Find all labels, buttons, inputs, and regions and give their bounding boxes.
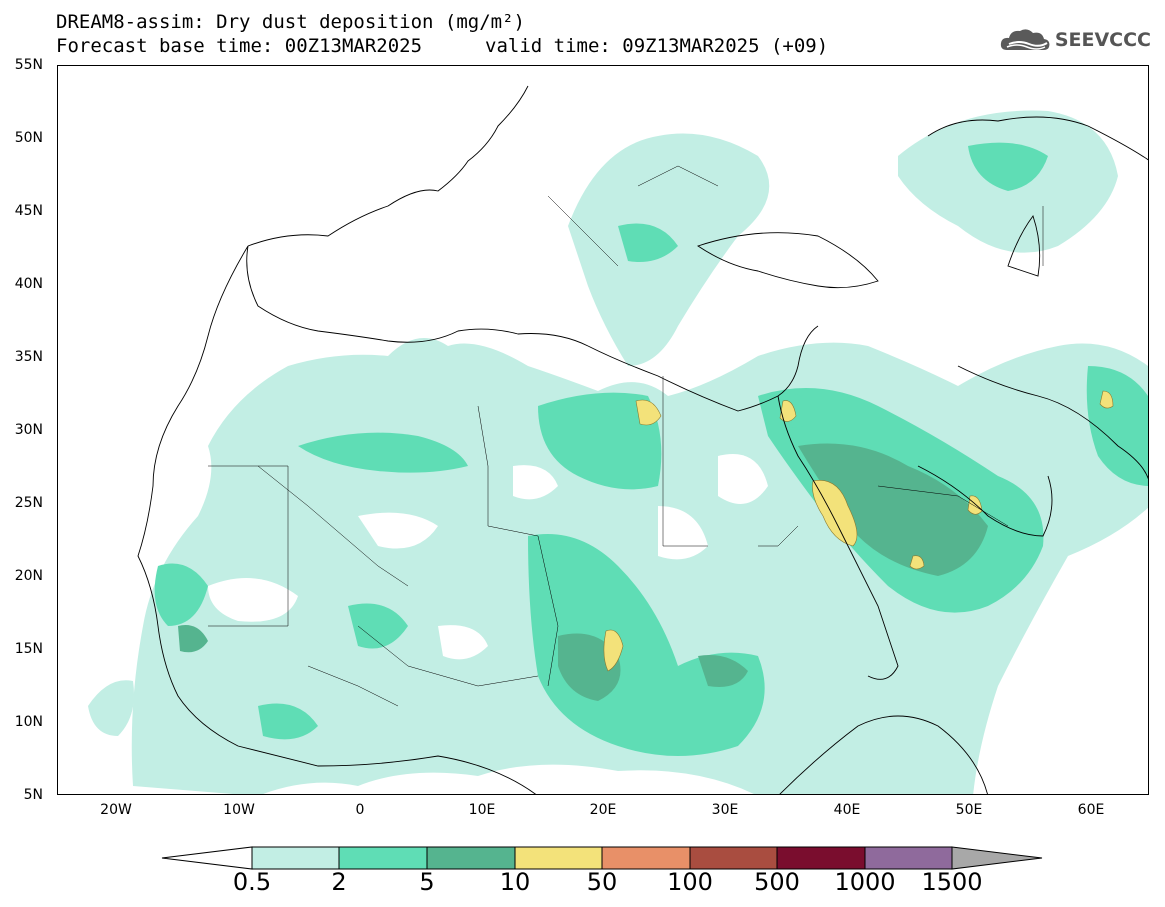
lat-label: 50N	[14, 130, 43, 146]
lat-label: 5N	[23, 787, 43, 803]
colorbar-label: 500	[754, 868, 800, 896]
colorbar	[160, 845, 1045, 871]
seevccc-logo: SEEVCCC	[999, 26, 1151, 54]
lat-label: 10N	[14, 714, 43, 730]
colorbar-swatch	[426, 846, 516, 870]
map-panel	[57, 65, 1149, 795]
colorbar-swatch	[689, 846, 778, 870]
colorbar-label: 2	[331, 868, 347, 896]
map-title: DREAM8-assim: Dry dust deposition (mg/m²…	[56, 11, 525, 33]
colorbar-label: 100	[667, 868, 713, 896]
colorbar-label: 1500	[921, 868, 983, 896]
lon-label: 30E	[711, 802, 739, 818]
colorbar-swatch	[338, 846, 428, 870]
deposition-level-10-50	[603, 390, 1114, 672]
colorbar-label: 5	[419, 868, 435, 896]
colorbar-lower-arrow	[161, 846, 253, 870]
colorbar-swatch	[514, 846, 603, 870]
colorbar-swatch	[601, 846, 691, 870]
deposition-level-5-10	[178, 443, 988, 701]
lon-label: 0	[355, 802, 365, 818]
dust-deposition-map	[88, 85, 1148, 794]
lon-label: 10E	[468, 802, 496, 818]
colorbar-swatch	[864, 846, 953, 870]
colorbar-swatch	[251, 846, 340, 870]
cloud-icon	[999, 26, 1051, 54]
lon-label: 60E	[1077, 802, 1105, 818]
deposition-below-0.5	[208, 454, 768, 660]
lat-label: 40N	[14, 276, 43, 292]
colorbar-label: 50	[586, 868, 618, 896]
logo-text: SEEVCCC	[1054, 29, 1151, 51]
lat-label: 20N	[14, 568, 43, 584]
valid-time: valid time: 09Z13MAR2025 (+09)	[485, 35, 829, 57]
lon-label: 10W	[223, 802, 255, 818]
colorbar-swatch	[776, 846, 866, 870]
coastlines	[137, 85, 1148, 794]
colorbar-label: 0.5	[232, 868, 272, 896]
lon-label: 20E	[589, 802, 617, 818]
lat-label: 30N	[14, 422, 43, 438]
colorbar-label: 1000	[834, 868, 896, 896]
colorbar-label: 10	[499, 868, 531, 896]
lon-label: 50E	[955, 802, 983, 818]
lat-label: 25N	[14, 495, 43, 511]
forecast-base-time: Forecast base time: 00Z13MAR2025	[56, 35, 423, 57]
lat-label: 55N	[14, 57, 43, 73]
lon-label: 40E	[833, 802, 861, 818]
lat-label: 15N	[14, 641, 43, 657]
lon-label: 20W	[100, 802, 132, 818]
country-borders	[208, 165, 1044, 707]
lat-label: 45N	[14, 203, 43, 219]
lat-label: 35N	[14, 349, 43, 365]
colorbar-upper-arrow	[951, 846, 1043, 870]
